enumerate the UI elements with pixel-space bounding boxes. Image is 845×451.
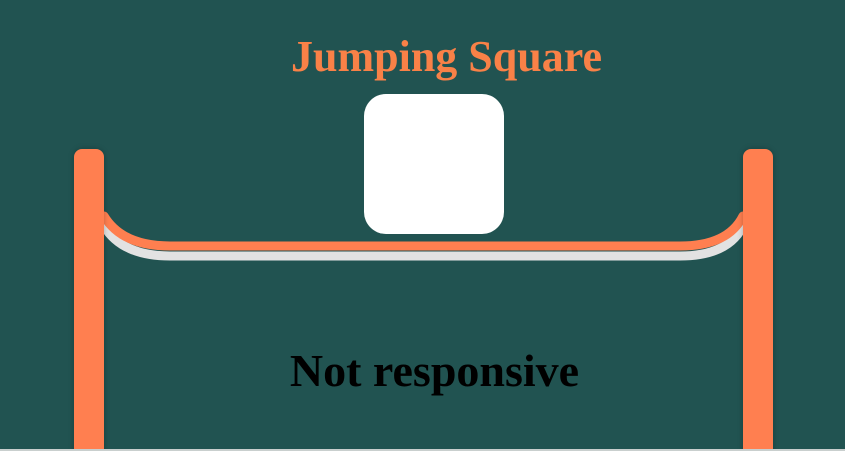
status-message: Not responsive [289, 345, 580, 396]
game-title: Jumping Square [291, 32, 602, 81]
left-pole [74, 149, 104, 451]
jumping-square[interactable] [364, 94, 504, 234]
right-pole [743, 149, 773, 451]
floor-line [0, 449, 845, 451]
